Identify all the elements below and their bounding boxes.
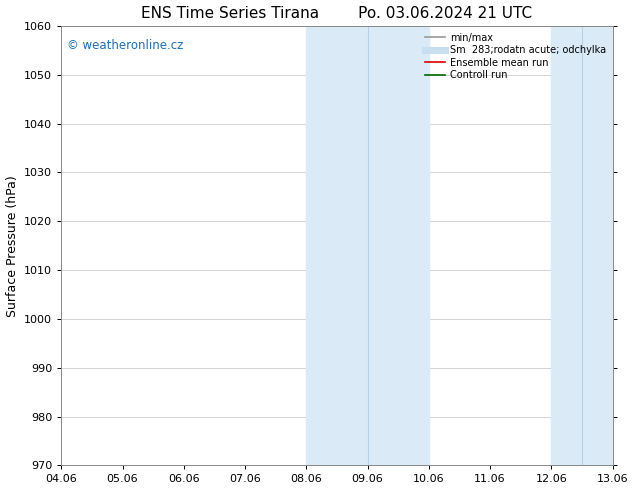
- Title: ENS Time Series Tirana        Po. 03.06.2024 21 UTC: ENS Time Series Tirana Po. 03.06.2024 21…: [141, 5, 533, 21]
- Text: © weatheronline.cz: © weatheronline.cz: [67, 39, 183, 52]
- Legend: min/max, Sm  283;rodatn acute; odchylka, Ensemble mean run, Controll run: min/max, Sm 283;rodatn acute; odchylka, …: [424, 31, 608, 82]
- Bar: [306, 26, 429, 466]
- Bar: [552, 26, 612, 466]
- Y-axis label: Surface Pressure (hPa): Surface Pressure (hPa): [6, 175, 18, 317]
